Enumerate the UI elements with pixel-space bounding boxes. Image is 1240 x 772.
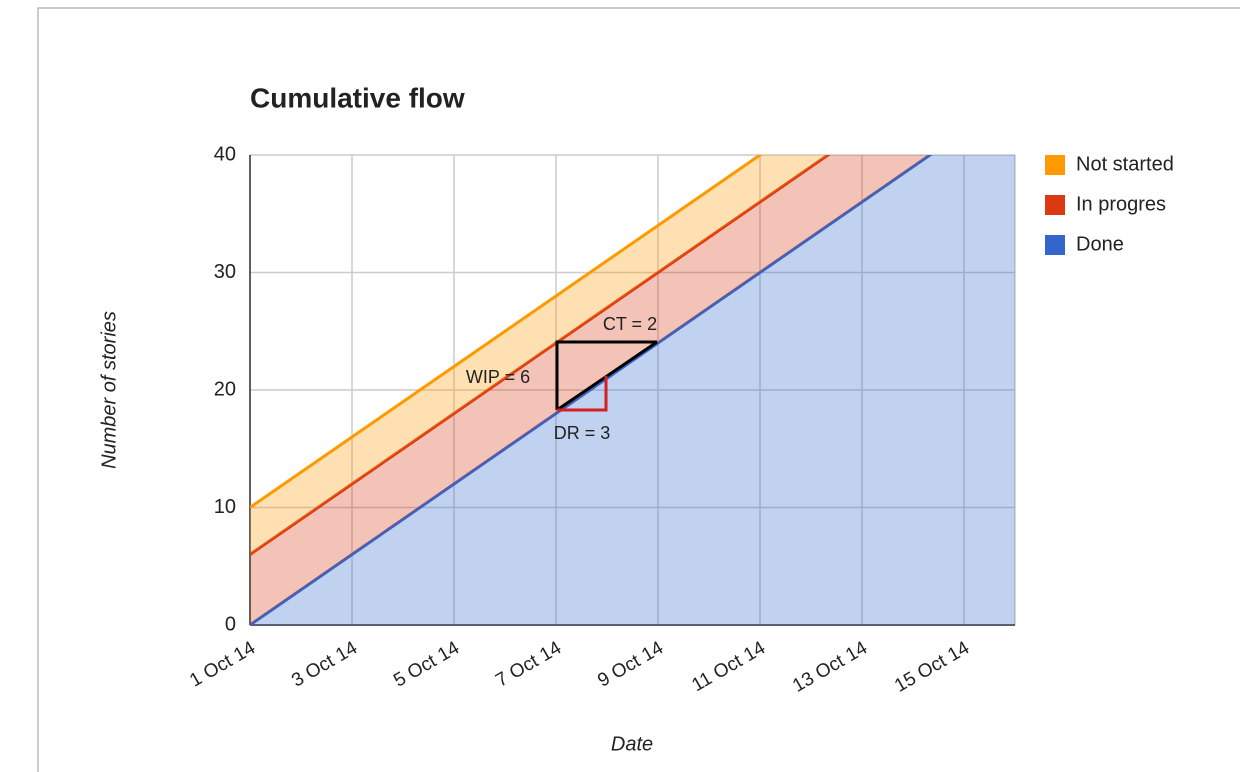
legend-swatch xyxy=(1045,195,1065,215)
annotation: DR = 3 xyxy=(554,423,611,443)
y-axis-title: Number of stories xyxy=(98,311,120,469)
annotation-shape xyxy=(557,376,608,412)
y-tick-label: 20 xyxy=(214,378,236,400)
x-axis-title: Date xyxy=(611,733,653,755)
legend-label: Done xyxy=(1076,233,1124,255)
y-tick-label: 0 xyxy=(225,613,236,635)
annotation: CT = 2 xyxy=(603,314,657,334)
area xyxy=(250,155,930,625)
legend-label: In progres xyxy=(1076,193,1166,215)
legend-swatch xyxy=(1045,155,1065,175)
y-tick-label: 40 xyxy=(214,143,236,165)
grid xyxy=(249,154,1016,626)
line xyxy=(250,155,933,625)
annotation: WIP = 6 xyxy=(466,367,530,387)
annotation-shape xyxy=(555,340,657,410)
plot xyxy=(250,155,1015,625)
annotations: CT = 2 WIP = 6 DR = 3 xyxy=(466,314,658,443)
legend-label: Not started xyxy=(1076,153,1174,175)
y-tick-label: 10 xyxy=(214,496,236,518)
area xyxy=(250,155,1015,625)
line xyxy=(250,155,831,556)
area xyxy=(250,155,828,555)
chart-title: Cumulative flow xyxy=(250,82,465,113)
y-tick-label: 30 xyxy=(214,261,236,283)
line xyxy=(250,155,763,509)
legend-swatch xyxy=(1045,235,1065,255)
